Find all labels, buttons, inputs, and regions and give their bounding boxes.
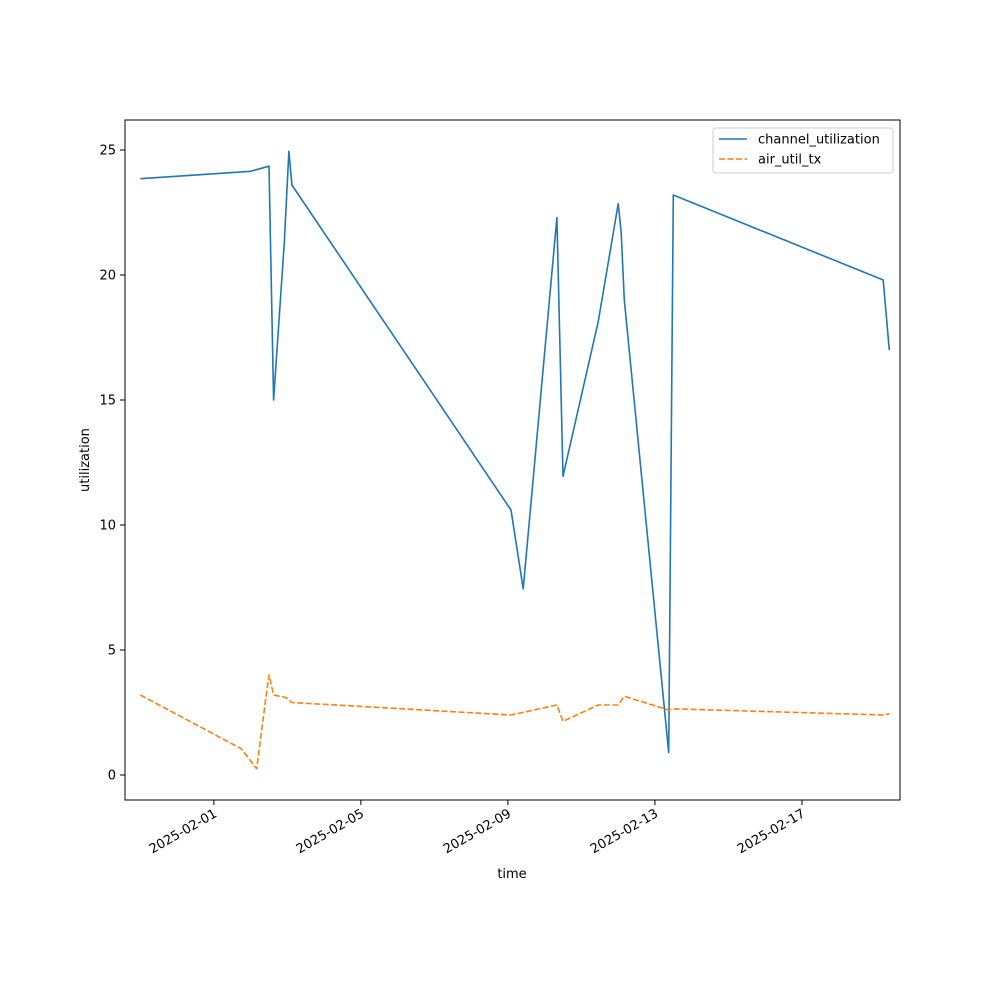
y-tick-label: 20	[99, 269, 116, 284]
y-tick-label: 15	[99, 394, 116, 409]
legend-label-air-util-tx: air_util_tx	[758, 153, 822, 168]
y-axis: 0 5 10 15 20 25	[99, 144, 125, 784]
series-layer	[139, 150, 891, 770]
y-tick-label: 25	[99, 144, 116, 159]
legend-box	[712, 127, 894, 174]
y-axis-label: utilization	[78, 428, 93, 492]
plot-frame	[124, 119, 901, 801]
legend-label-channel-utilization: channel_utilization	[758, 133, 880, 148]
legend: channel_utilization air_util_tx	[712, 127, 894, 174]
y-tick-label: 10	[99, 519, 116, 534]
x-axis-label: time	[497, 867, 526, 882]
y-tick-label: 5	[108, 644, 116, 659]
series-line-air-util-tx	[139, 674, 890, 770]
series-line-channel-utilization	[140, 150, 891, 754]
y-tick-label: 0	[108, 769, 116, 784]
